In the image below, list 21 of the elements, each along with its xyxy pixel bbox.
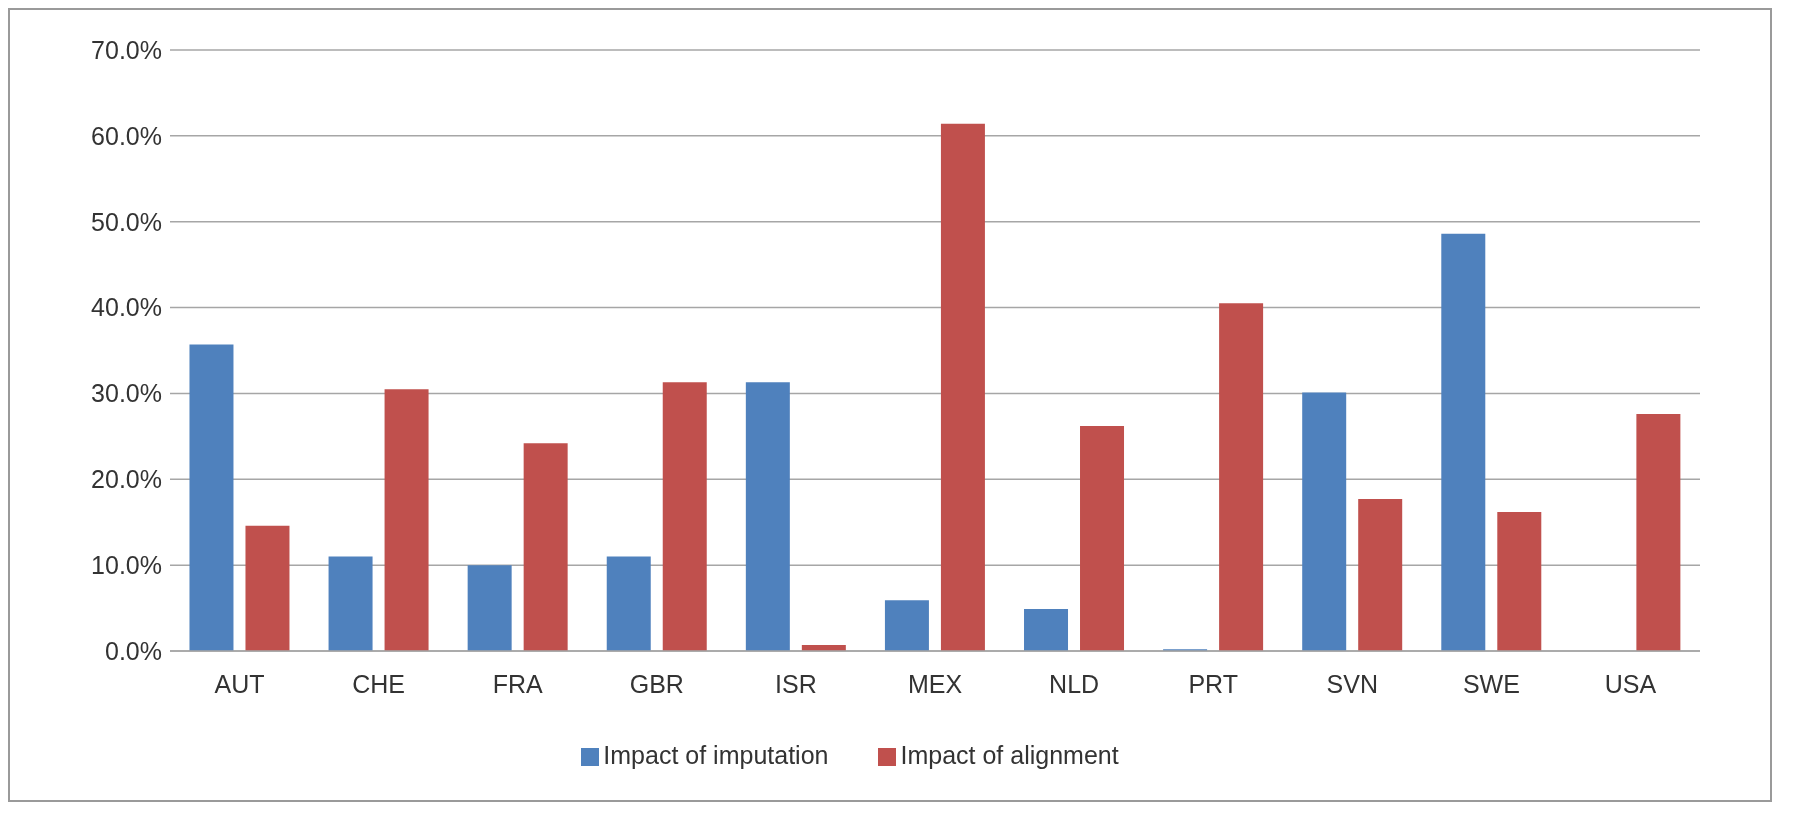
x-tick-label: AUT [214,669,265,698]
y-tick-label: 40.0% [91,293,162,322]
y-tick-label: 60.0% [91,121,162,150]
legend-label: Impact of imputation [603,741,829,769]
x-tick-label: SWE [1462,669,1520,698]
y-tick-label: 30.0% [91,379,162,408]
x-tick-label: NLD [1049,669,1100,698]
x-tick-label: MEX [907,669,963,698]
y-tick-label: 20.0% [91,465,162,494]
legend-label: Impact of alignment [900,741,1119,769]
y-tick-label: 50.0% [91,207,162,236]
x-tick-label: SVN [1326,669,1378,698]
y-tick-label: 10.0% [91,551,162,580]
x-tick-label: ISR [775,669,817,698]
x-tick-label: FRA [492,669,544,698]
x-tick-label: PRT [1188,669,1238,698]
y-tick-label: 70.0% [91,35,162,64]
x-tick-label: CHE [352,669,406,698]
y-tick-label: 0.0% [105,636,162,665]
x-tick-label: USA [1604,669,1657,698]
x-tick-label: GBR [629,669,684,698]
